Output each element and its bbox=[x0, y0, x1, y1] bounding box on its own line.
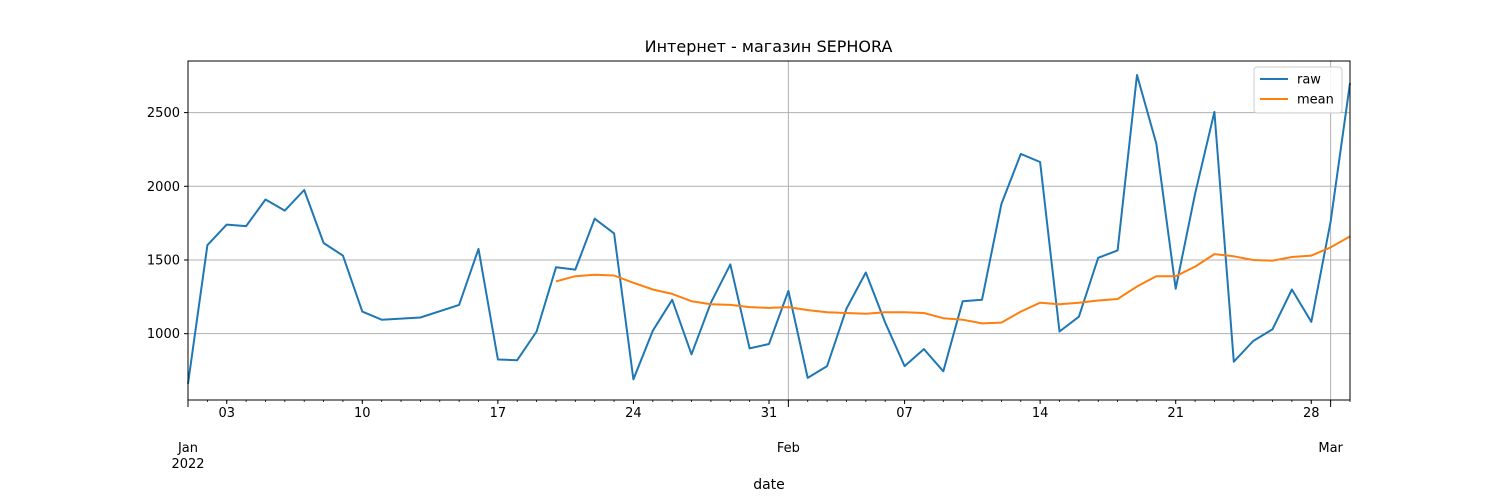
x-tick-label: 2022 bbox=[171, 457, 204, 472]
series-line-raw bbox=[187, 74, 1351, 384]
y-tick-label: 1500 bbox=[147, 253, 180, 268]
x-tick-label: 03 bbox=[218, 406, 235, 421]
series-line-mean bbox=[555, 235, 1351, 325]
x-tick-label: 14 bbox=[1032, 406, 1049, 421]
x-tick-label: Feb bbox=[777, 441, 800, 456]
y-tick-label: 1000 bbox=[147, 327, 180, 342]
x-tick-label: Mar bbox=[1318, 441, 1343, 456]
legend: raw mean bbox=[1253, 66, 1343, 114]
x-tick-label: 07 bbox=[896, 406, 913, 421]
series-lines bbox=[187, 74, 1351, 384]
legend-label-mean: mean bbox=[1297, 93, 1334, 108]
x-tick-label: 21 bbox=[1167, 406, 1184, 421]
chart-title: Интернет - магазин SEPHORA bbox=[645, 37, 893, 56]
x-tick-label: Jan bbox=[177, 441, 198, 456]
x-tick-label: 10 bbox=[354, 406, 371, 421]
grid-lines bbox=[187, 61, 1350, 400]
y-tick-label: 2000 bbox=[147, 180, 180, 195]
x-axis-label: date bbox=[753, 477, 785, 493]
x-tick-label: 31 bbox=[761, 406, 778, 421]
x-tick-label: 17 bbox=[490, 406, 507, 421]
x-tick-label: 28 bbox=[1303, 406, 1320, 421]
y-axis: 1000 1500 2000 2500 bbox=[147, 106, 188, 342]
y-tick-label: 2500 bbox=[147, 106, 180, 121]
legend-label-raw: raw bbox=[1297, 73, 1321, 88]
x-tick-label: 24 bbox=[625, 406, 642, 421]
